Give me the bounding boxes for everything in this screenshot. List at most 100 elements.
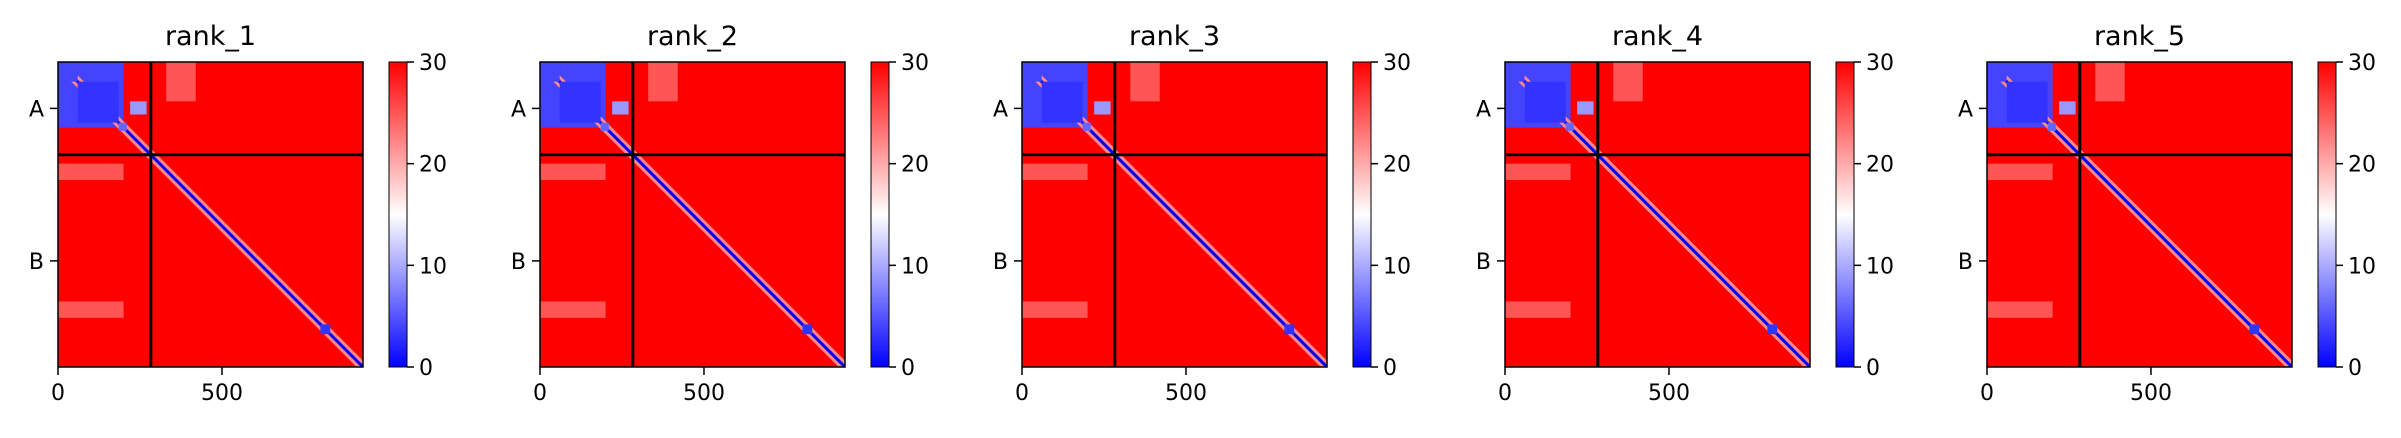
domain-block-1 [1041, 81, 1083, 123]
panel-title: rank_1 [165, 21, 256, 52]
domain-block-3 [1284, 324, 1295, 335]
colorbar [388, 61, 408, 368]
colorbar-tick-label: 20 [901, 153, 929, 178]
heatmap [1987, 62, 2292, 367]
colorbar-tick-label: 30 [419, 51, 447, 76]
domain-block-2 [118, 122, 127, 131]
domain-block-0 [1987, 62, 2007, 82]
heatmap-patch-3 [1505, 301, 1571, 318]
x-tick-label: 0 [51, 381, 65, 406]
domain-block-1 [559, 81, 601, 123]
plot-frame [1021, 61, 1328, 368]
heatmap-patch-4 [1613, 62, 1643, 102]
heatmap-patch-1 [2059, 101, 2076, 115]
colorbar-tick-label: 10 [901, 254, 929, 279]
colorbar [1352, 61, 1372, 368]
plot-frame [539, 61, 846, 368]
x-tick-label: 0 [1498, 381, 1512, 406]
heatmap-patch-3 [1987, 301, 2053, 318]
panel-title: rank_5 [2094, 21, 2185, 52]
colorbar-tick-label: 30 [901, 51, 929, 76]
heatmap-patch-4 [166, 62, 196, 102]
domain-block-0 [540, 62, 560, 82]
domain-block-3 [802, 324, 813, 335]
y-tick-label-B: B [29, 250, 44, 275]
heatmap-patch-2 [1987, 163, 2053, 181]
heatmap [1505, 62, 1810, 367]
heatmap-patch-3 [540, 301, 606, 318]
colorbar-tick-label: 0 [901, 356, 915, 381]
y-tick-label-B: B [993, 250, 1008, 275]
colorbar-tick-label: 10 [1866, 254, 1894, 279]
colorbar-tick-label: 10 [2348, 254, 2376, 279]
heatmap-patch-4 [1130, 62, 1160, 102]
y-tick-label-A: A [1476, 97, 1491, 122]
heatmap [58, 62, 363, 367]
colorbar-tick-label: 30 [1383, 51, 1411, 76]
panel-rank_4: rank_4 0 500 A B 0 10 20 30 [1476, 21, 1894, 406]
y-tick-label-B: B [1476, 250, 1491, 275]
domain-block-2 [600, 122, 609, 131]
colorbar-tick-label: 20 [2348, 153, 2376, 178]
domain-block-0 [1505, 62, 1525, 82]
domain-block-2 [1565, 122, 1574, 131]
heatmap-patch-4 [648, 62, 678, 102]
colorbar [1835, 61, 1855, 368]
heatmap [1022, 62, 1327, 367]
plot-frame [57, 61, 364, 368]
domain-block-2 [1082, 122, 1091, 131]
domain-block-0 [1022, 62, 1042, 82]
x-tick-label: 500 [1165, 381, 1207, 406]
colorbar-tick-label: 10 [419, 254, 447, 279]
heatmap-patch-1 [130, 101, 147, 115]
heatmap-patch-3 [1022, 301, 1088, 318]
x-tick-label: 500 [1648, 381, 1690, 406]
colorbar-tick-label: 30 [1866, 51, 1894, 76]
heatmap-patch-2 [540, 163, 606, 181]
y-tick-label-A: A [993, 97, 1008, 122]
y-tick-label-A: A [511, 97, 526, 122]
panel-title: rank_3 [1129, 21, 1220, 52]
colorbar-tick-label: 20 [1383, 153, 1411, 178]
x-tick-label: 0 [1980, 381, 1994, 406]
domain-block-2 [2047, 122, 2056, 131]
colorbar [870, 61, 890, 368]
panel-rank_1: rank_1 0 500 A B 0 10 20 30 [29, 21, 447, 406]
colorbar-tick-label: 20 [1866, 153, 1894, 178]
heatmap-patch-1 [1577, 101, 1594, 115]
colorbar-tick-label: 10 [1383, 254, 1411, 279]
y-tick-label-B: B [511, 250, 526, 275]
colorbar-tick-label: 0 [1866, 356, 1880, 381]
domain-block-1 [2006, 81, 2048, 123]
panel-title: rank_2 [647, 21, 738, 52]
domain-block-1 [77, 81, 119, 123]
heatmap-patch-2 [1022, 163, 1088, 181]
domain-block-0 [58, 62, 78, 82]
colorbar [2317, 61, 2337, 368]
x-tick-label: 500 [2130, 381, 2172, 406]
heatmap [540, 62, 845, 367]
domain-block-3 [2249, 324, 2260, 335]
colorbar-tick-label: 0 [419, 356, 433, 381]
panel-rank_3: rank_3 0 500 A B 0 10 20 30 [993, 21, 1411, 406]
domain-block-3 [320, 324, 331, 335]
panel-rank_5: rank_5 0 500 A B 0 10 20 30 [1958, 21, 2376, 406]
colorbar-tick-label: 0 [1383, 356, 1397, 381]
domain-block-3 [1767, 324, 1778, 335]
x-tick-label: 0 [533, 381, 547, 406]
heatmap-patch-2 [1505, 163, 1571, 181]
colorbar-tick-label: 20 [419, 153, 447, 178]
domain-block-1 [1524, 81, 1566, 123]
x-tick-label: 0 [1015, 381, 1029, 406]
panel-title: rank_4 [1612, 21, 1703, 52]
heatmap-patch-1 [1094, 101, 1111, 115]
x-tick-label: 500 [201, 381, 243, 406]
plot-frame [1986, 61, 2293, 368]
colorbar-tick-label: 0 [2348, 356, 2362, 381]
x-tick-label: 500 [683, 381, 725, 406]
heatmap-patch-3 [58, 301, 124, 318]
heatmap-patch-4 [2095, 62, 2125, 102]
heatmap-patch-2 [58, 163, 124, 181]
y-tick-label-B: B [1958, 250, 1973, 275]
